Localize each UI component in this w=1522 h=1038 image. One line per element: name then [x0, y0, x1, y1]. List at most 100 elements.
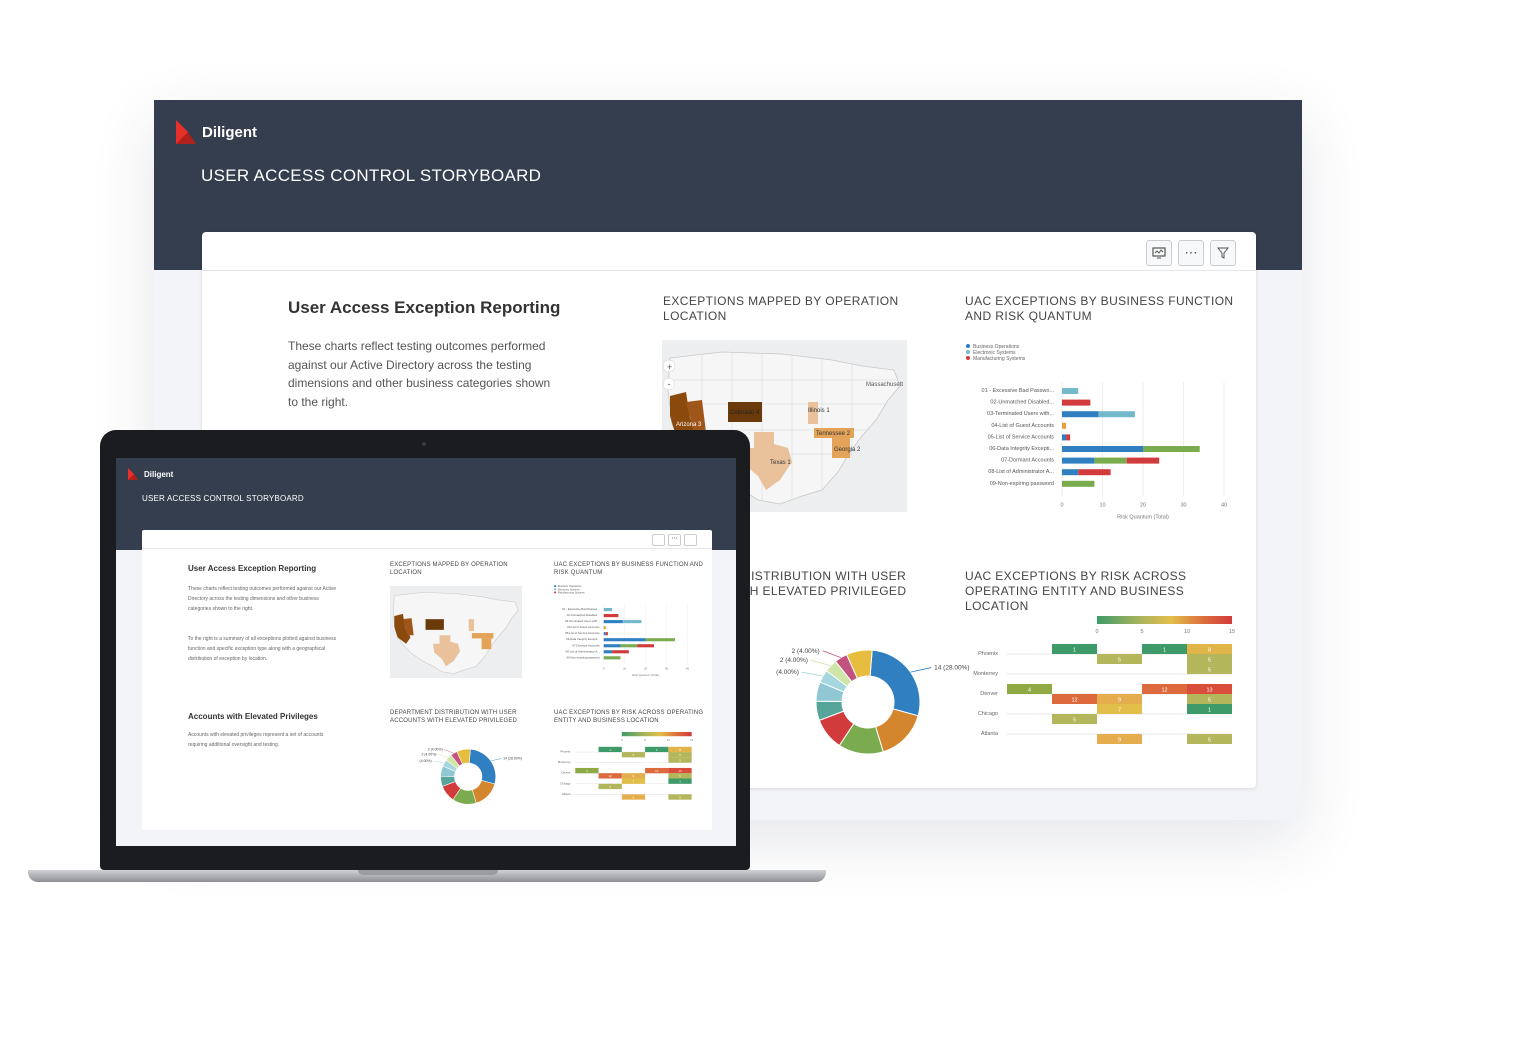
- legend-swatch: [966, 356, 970, 360]
- brand-logo[interactable]: Diligent: [176, 120, 257, 144]
- heat-cell-value: 5: [1208, 698, 1211, 704]
- laptop-more-icon[interactable]: ⋯: [668, 534, 681, 546]
- laptop-screen: Diligent USER ACCESS CONTROL STORYBOARD …: [116, 458, 736, 846]
- heat-cell: [1187, 704, 1232, 714]
- legend-label: Business Operations: [973, 344, 1020, 350]
- category-label: 02-Unmatched Disabled...: [990, 400, 1054, 406]
- laptop-heatmap[interactable]: 0 5 10 15 Phoenix Monterrey Denver Chicago Atlan…: [552, 732, 702, 806]
- laptop-map[interactable]: [390, 586, 522, 678]
- bar-segment: [1062, 480, 1095, 487]
- heat-cell-value: 7: [1118, 708, 1121, 714]
- heat-cell: [621, 778, 646, 784]
- heat-cell-value: 8: [679, 748, 681, 752]
- heat-cell-value: 9: [633, 774, 635, 778]
- heat-row-label: Denver: [562, 771, 571, 775]
- bar-chart[interactable]: Business Operations Electronic Systems Man…: [962, 338, 1252, 538]
- heat-row-label: Monterrey: [558, 760, 571, 764]
- donut-chart[interactable]: 14 (28.00%) (4.00%) 2 (4.00%) 2 (4.00%): [732, 610, 992, 780]
- heat-cell-value: 1: [1073, 648, 1076, 654]
- bar-segment: [603, 644, 621, 648]
- bar-segment: [1143, 446, 1200, 452]
- heat-cell-value: 5: [679, 795, 681, 799]
- x-tick-label: 40: [1221, 502, 1227, 508]
- category-label: 01 - Excessive Bad Passwo...: [982, 388, 1055, 394]
- heat-row-label: Atlanta: [981, 731, 999, 737]
- zoom-in-label: +: [667, 362, 672, 372]
- bar-panel-title: UAC EXCEPTIONS BY BUSINESS FUNCTION AND …: [965, 294, 1234, 323]
- legend-swatch: [554, 591, 557, 594]
- heat-cell-value: 5: [633, 753, 635, 757]
- map-label-arizona: Arizona 3: [676, 422, 702, 428]
- bar-segment: [1062, 388, 1079, 394]
- bar-segment: [1098, 411, 1135, 418]
- laptop-donut-chart[interactable]: 14 (28.00%) (4.00%) 2 (4.00%) 2 (4.00%): [390, 728, 540, 818]
- x-tick-label: 30: [1180, 502, 1186, 508]
- donut-leader: [822, 650, 842, 658]
- legend-label: Manufacturing Systems: [973, 356, 1026, 362]
- zoom-out-label: -: [668, 379, 671, 389]
- heat-cell: [668, 794, 692, 800]
- x-tick-label: 20: [644, 667, 648, 671]
- laptop-intro-description: These charts reflect testing outcomes pe…: [188, 586, 337, 612]
- heat-cell: [1142, 644, 1187, 654]
- more-icon[interactable]: ⋯: [1178, 240, 1204, 266]
- map-label-massachusetts: Massachusett: [866, 382, 903, 388]
- heat-cell-value: 7: [633, 779, 635, 783]
- category-label: 08-List of Administrator A...: [566, 649, 600, 653]
- heat-cell-value: 9: [1118, 698, 1121, 704]
- x-tick-label: 10: [623, 667, 627, 671]
- zoom-in-button: [662, 359, 676, 373]
- bar-segment: [603, 626, 606, 630]
- donut-label: (4.00%): [420, 759, 432, 763]
- heat-row-label: Chicago: [560, 781, 571, 785]
- bar-segment: [603, 650, 613, 654]
- filter-icon[interactable]: [1210, 240, 1236, 266]
- bar-segment: [1094, 457, 1127, 464]
- laptop-bar-chart[interactable]: Business Operations Electronic Systems Man…: [552, 582, 702, 686]
- heat-scale-tick: 10: [1184, 629, 1190, 635]
- heat-scale-bar: [621, 732, 692, 737]
- heat-row-label: Atlanta: [562, 792, 571, 796]
- heat-row-label: Denver: [980, 691, 998, 697]
- heat-scale-tick: 15: [690, 738, 694, 742]
- bar-segment: [637, 644, 654, 648]
- bar-segment: [1062, 434, 1067, 441]
- bar-segment: [603, 608, 613, 612]
- map-label-texas: Texas 1: [770, 460, 791, 466]
- heat-cell-value: 4: [586, 769, 588, 773]
- x-tick-label: 30: [665, 667, 669, 671]
- heat-cell: [1187, 664, 1232, 674]
- legend-label: Manufacturing Systems: [558, 590, 586, 594]
- laptop-elevated-description: Accounts with elevated privileges repres…: [188, 732, 324, 748]
- x-tick-label: 0: [1060, 502, 1063, 508]
- donut-label: 2 (4.00%): [421, 753, 436, 757]
- donut-leader: [437, 754, 449, 758]
- donut-leader: [910, 667, 932, 673]
- heat-cell-value: 9: [1118, 738, 1121, 744]
- donut-label: 14 (28.00%): [503, 757, 522, 761]
- heat-cell: [645, 767, 669, 774]
- x-axis-label: Risk Quantum (Total): [632, 673, 659, 677]
- heat-cell-value: 12: [1071, 698, 1077, 704]
- laptop-donut-title: DEPARTMENT DISTRIBUTION WITH USER ACCOUN…: [390, 710, 518, 724]
- donut-slice: [468, 748, 496, 785]
- legend-label: Business Operations: [558, 584, 582, 588]
- category-label: 02-Unmatched Disabled...: [567, 613, 600, 617]
- x-axis-label: Risk Quantum (Total): [1117, 514, 1169, 520]
- page-title: USER ACCESS CONTROL STORYBOARD: [201, 166, 542, 185]
- laptop-brand-logo[interactable]: Diligent: [128, 468, 173, 480]
- donut-slice: [471, 780, 496, 804]
- laptop-filter-icon[interactable]: [684, 534, 697, 546]
- donut-label: 14 (28.00%): [934, 665, 969, 672]
- heat-cell: [1097, 694, 1142, 704]
- bar-segment: [620, 644, 638, 648]
- heat-cell: [668, 773, 692, 779]
- laptop-monitor-icon[interactable]: [652, 534, 665, 546]
- laptop-intro-description-2: To the right is a summary of all excepti…: [188, 636, 337, 662]
- map-panel-title: EXCEPTIONS MAPPED BY OPERATION LOCATION: [663, 294, 899, 323]
- monitor-icon[interactable]: [1146, 240, 1172, 266]
- heat-cell-value: 12: [655, 769, 659, 773]
- heatmap-chart[interactable]: 0 5 10 15 Phoenix Monterrey Denver Chicago Atlan…: [962, 616, 1252, 756]
- heat-cell-value: 5: [679, 774, 681, 778]
- heat-cell: [1052, 714, 1097, 724]
